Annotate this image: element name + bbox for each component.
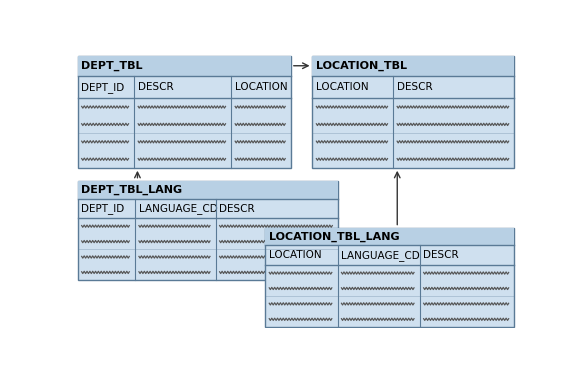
Text: DEPT_ID: DEPT_ID [81,82,124,93]
Text: DEPT_TBL: DEPT_TBL [81,61,143,71]
Text: LOCATION: LOCATION [316,82,369,92]
Bar [313,56,514,168]
Text: DEPT_ID: DEPT_ID [81,203,124,214]
Text: DESCR: DESCR [138,82,174,92]
Bar [78,181,338,199]
Text: DESCR: DESCR [219,204,255,214]
Bar [78,181,338,280]
Text: LOCATION: LOCATION [269,251,321,261]
Bar [265,228,514,327]
Text: DEPT_TBL_LANG: DEPT_TBL_LANG [81,184,182,195]
Bar [265,228,514,245]
Text: LANGUAGE_CD: LANGUAGE_CD [138,203,217,214]
Text: LOCATION_TBL_LANG: LOCATION_TBL_LANG [269,231,400,242]
Text: LOCATION: LOCATION [235,82,287,92]
Bar [313,56,514,76]
Text: LANGUAGE_CD: LANGUAGE_CD [341,250,420,261]
Bar [78,56,291,76]
Text: DESCR: DESCR [397,82,433,92]
Text: DESCR: DESCR [423,251,459,261]
Bar [78,56,291,168]
Text: LOCATION_TBL: LOCATION_TBL [316,61,407,71]
